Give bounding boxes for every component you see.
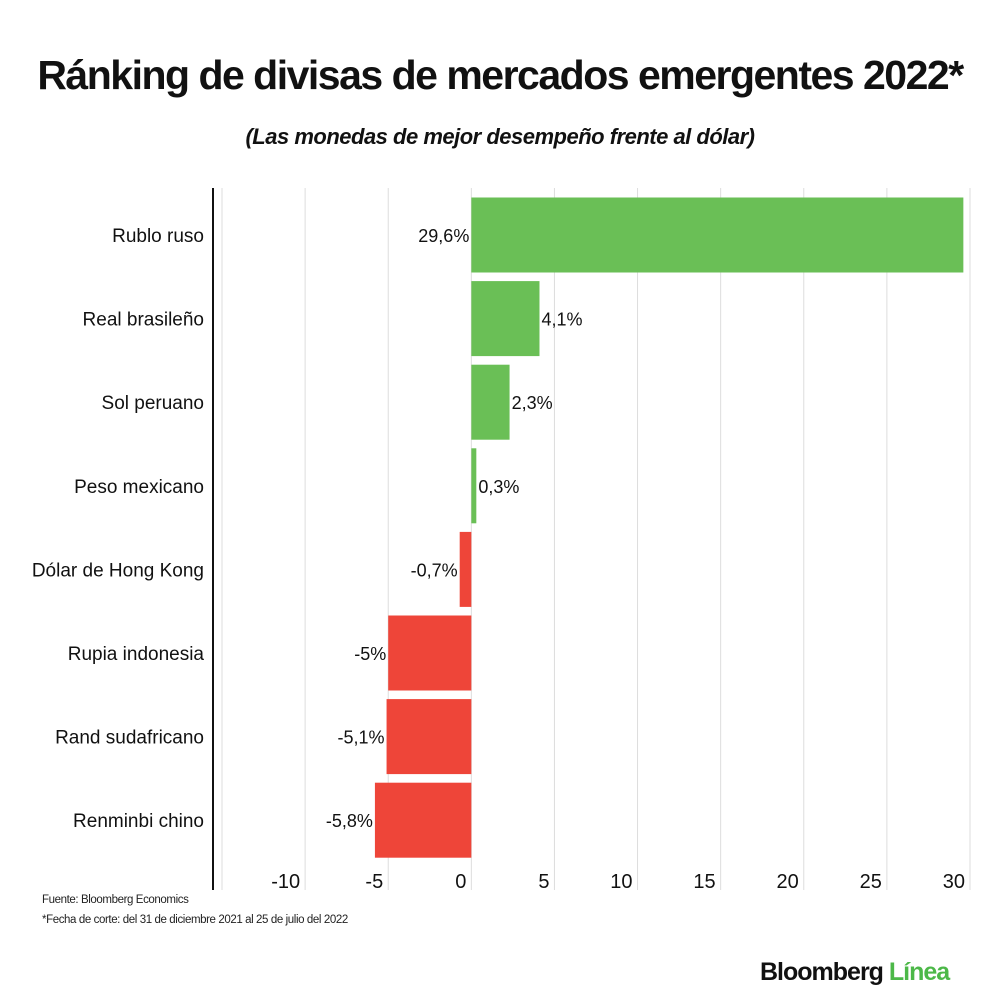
data-label: -0,7% xyxy=(411,560,458,580)
data-label: -5,8% xyxy=(326,811,373,831)
bar xyxy=(471,281,540,357)
chart-title: Ránking de divisas de mercados emergente… xyxy=(37,52,964,98)
x-tick-label: 25 xyxy=(860,871,882,893)
chart-subtitle: (Las monedas de mejor desempeño frente a… xyxy=(245,124,755,149)
category-label: Sol peruano xyxy=(102,393,204,414)
x-tick-label: -10 xyxy=(271,871,300,893)
x-tick-label: 20 xyxy=(777,871,799,893)
logo-part2: Línea xyxy=(888,958,950,986)
data-label: -5,1% xyxy=(338,728,385,748)
bar xyxy=(471,448,477,524)
category-label: Dólar de Hong Kong xyxy=(32,560,204,581)
category-label: Rupia indonesia xyxy=(68,644,205,665)
category-label: Renminbi chino xyxy=(73,811,204,832)
bloomberg-linea-logo: Bloomberg Línea xyxy=(760,958,950,987)
bar xyxy=(374,782,472,858)
bar xyxy=(459,531,472,607)
x-tick-label: 30 xyxy=(943,871,965,893)
category-label: Rublo ruso xyxy=(112,226,204,247)
data-label: 0,3% xyxy=(478,477,519,497)
bar xyxy=(386,699,472,775)
data-label: -5% xyxy=(354,644,386,664)
data-label: 2,3% xyxy=(512,393,553,413)
logo-part1: Bloomberg xyxy=(760,958,884,986)
x-tick-label: 0 xyxy=(455,871,466,893)
x-tick-label: -5 xyxy=(365,871,383,893)
bar xyxy=(471,197,964,273)
bar xyxy=(471,364,510,440)
date-note: *Fecha de corte: del 31 de diciembre 202… xyxy=(42,914,348,926)
bar xyxy=(388,615,472,691)
data-label: 4,1% xyxy=(541,310,582,330)
x-tick-label: 10 xyxy=(610,871,632,893)
x-tick-label: 5 xyxy=(538,871,549,893)
category-label: Real brasileño xyxy=(83,310,204,331)
x-tick-label: 15 xyxy=(693,871,715,893)
category-label: Rand sudafricano xyxy=(55,728,204,749)
data-label: 29,6% xyxy=(418,226,469,246)
category-label: Peso mexicano xyxy=(74,477,204,498)
source-note: Fuente: Bloomberg Economics xyxy=(42,894,189,906)
